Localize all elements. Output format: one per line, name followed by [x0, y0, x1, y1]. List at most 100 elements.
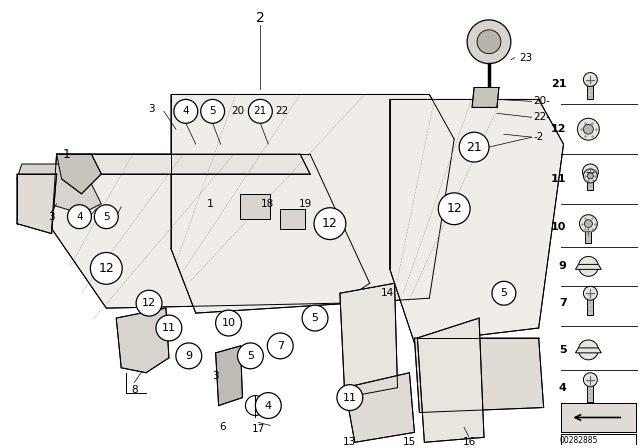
Circle shape: [248, 99, 272, 123]
Polygon shape: [340, 283, 397, 397]
Text: 7: 7: [276, 341, 284, 351]
Text: 12: 12: [446, 202, 462, 215]
Polygon shape: [241, 194, 270, 219]
Circle shape: [584, 169, 597, 183]
Text: 8: 8: [131, 385, 138, 395]
Circle shape: [459, 132, 489, 162]
Polygon shape: [561, 403, 636, 432]
Text: 12: 12: [551, 124, 566, 134]
Circle shape: [68, 205, 92, 228]
Text: 10: 10: [551, 222, 566, 232]
Circle shape: [584, 373, 597, 387]
Text: 4: 4: [559, 383, 566, 392]
Text: 12: 12: [322, 217, 338, 230]
Circle shape: [90, 253, 122, 284]
Circle shape: [582, 164, 598, 180]
Text: 11: 11: [162, 323, 176, 333]
Polygon shape: [472, 87, 499, 108]
Circle shape: [588, 173, 593, 179]
Polygon shape: [575, 264, 602, 269]
Circle shape: [579, 256, 598, 276]
Text: 20-: 20-: [534, 96, 550, 106]
Circle shape: [136, 290, 162, 316]
Polygon shape: [588, 79, 593, 99]
Circle shape: [255, 392, 281, 418]
Text: 6: 6: [220, 422, 226, 432]
Circle shape: [201, 99, 225, 123]
Circle shape: [579, 215, 597, 233]
Polygon shape: [171, 95, 454, 313]
Polygon shape: [415, 338, 543, 413]
Circle shape: [584, 124, 593, 134]
Text: 5: 5: [312, 313, 319, 323]
Text: 21: 21: [253, 106, 267, 116]
Text: 4: 4: [76, 212, 83, 222]
Polygon shape: [417, 318, 484, 442]
Text: 15: 15: [403, 437, 416, 448]
Circle shape: [477, 30, 501, 54]
Text: 20: 20: [231, 106, 244, 116]
Circle shape: [577, 118, 599, 140]
Text: 4: 4: [182, 106, 189, 116]
Circle shape: [467, 20, 511, 64]
Text: 5: 5: [103, 212, 109, 222]
Polygon shape: [575, 348, 602, 353]
Circle shape: [94, 205, 118, 228]
Polygon shape: [561, 435, 636, 445]
Circle shape: [268, 333, 293, 359]
Circle shape: [584, 73, 597, 86]
Polygon shape: [116, 308, 169, 373]
Text: 18: 18: [260, 199, 274, 209]
Circle shape: [216, 310, 241, 336]
Polygon shape: [588, 380, 593, 401]
Circle shape: [174, 99, 198, 123]
Polygon shape: [17, 164, 101, 214]
Circle shape: [176, 343, 202, 369]
Polygon shape: [216, 346, 243, 405]
Text: 2: 2: [256, 11, 265, 25]
Circle shape: [584, 286, 597, 300]
Text: 13: 13: [343, 437, 356, 448]
Text: 9: 9: [559, 261, 566, 271]
Text: 22: 22: [276, 106, 289, 116]
Text: 1: 1: [63, 147, 70, 160]
Polygon shape: [56, 154, 101, 194]
Circle shape: [302, 305, 328, 331]
Polygon shape: [280, 209, 305, 228]
Text: 12: 12: [142, 298, 156, 308]
Polygon shape: [17, 174, 56, 233]
Polygon shape: [586, 231, 591, 242]
Text: -2: -2: [534, 132, 544, 142]
Text: 23: 23: [519, 53, 532, 63]
Text: 17: 17: [252, 424, 265, 435]
Text: 22-: 22-: [534, 112, 550, 122]
Circle shape: [156, 315, 182, 341]
Text: 12: 12: [99, 262, 114, 275]
Text: 10: 10: [221, 318, 236, 328]
Text: 11: 11: [551, 174, 566, 184]
Polygon shape: [588, 293, 593, 315]
Text: 21: 21: [551, 79, 566, 90]
Polygon shape: [52, 154, 370, 308]
Text: 16: 16: [463, 437, 476, 448]
Text: 3: 3: [48, 212, 55, 222]
Text: 3: 3: [148, 104, 154, 114]
Circle shape: [438, 193, 470, 224]
Circle shape: [314, 208, 346, 240]
Circle shape: [337, 385, 363, 410]
Polygon shape: [345, 373, 415, 442]
Text: 14: 14: [381, 288, 394, 298]
Text: 11: 11: [343, 392, 357, 403]
Circle shape: [579, 340, 598, 360]
Text: 3: 3: [212, 371, 219, 381]
Text: 7: 7: [559, 298, 566, 308]
Circle shape: [237, 343, 263, 369]
Text: 19: 19: [298, 199, 312, 209]
Text: 21: 21: [466, 141, 482, 154]
Text: 00282885: 00282885: [560, 436, 598, 445]
Text: 4: 4: [265, 401, 272, 410]
Circle shape: [584, 220, 593, 228]
Text: 5: 5: [247, 351, 254, 361]
Polygon shape: [56, 154, 310, 174]
Text: 5: 5: [209, 106, 216, 116]
